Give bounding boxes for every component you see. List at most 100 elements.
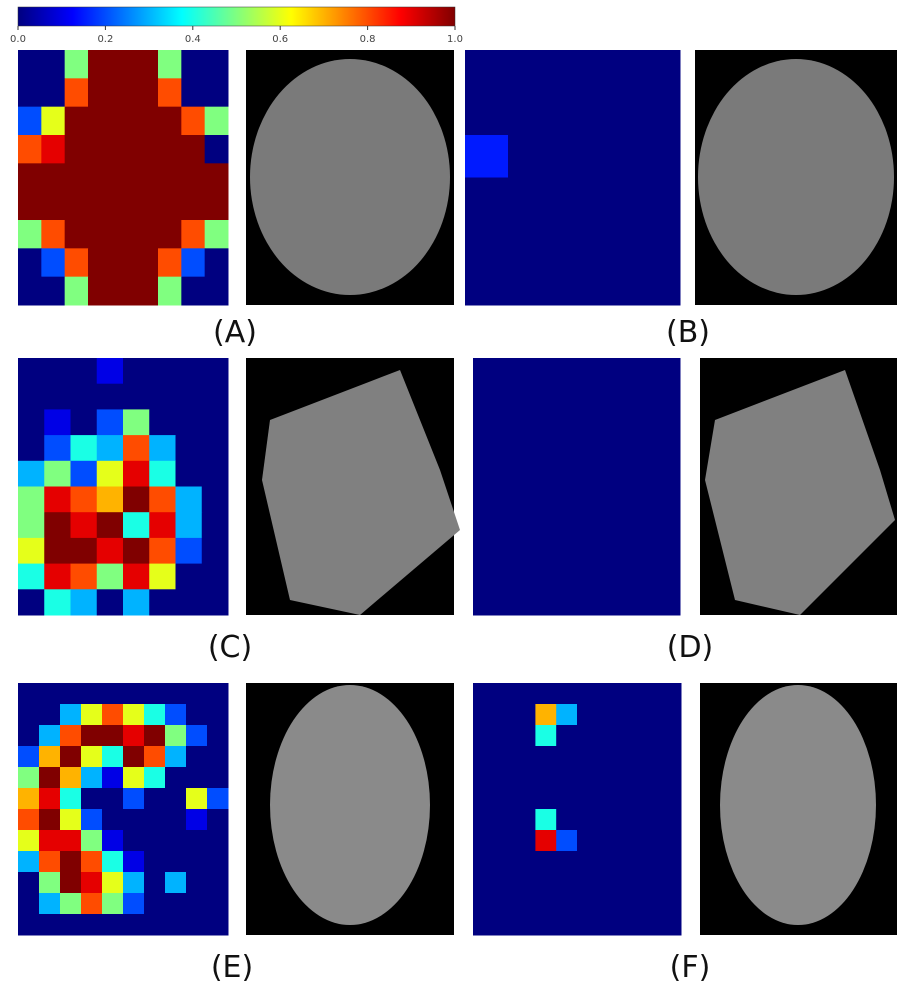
heatmap-cell <box>81 767 103 789</box>
heatmap-cell <box>123 767 145 789</box>
colorbar-tick-label: 0.0 <box>10 34 26 45</box>
heatmap-cell <box>123 538 150 564</box>
heatmap-cell <box>165 893 187 915</box>
heatmap-cell <box>207 893 229 915</box>
heatmap-cell <box>594 178 638 221</box>
heatmap-cell <box>144 767 166 789</box>
heatmap-cell <box>111 277 135 306</box>
heatmap-cell <box>594 93 638 136</box>
heatmap-cell <box>65 163 89 192</box>
heatmap-cell <box>515 914 536 936</box>
heatmap-cell <box>18 704 40 726</box>
heatmap-cell <box>551 220 595 263</box>
heatmap-cell <box>18 220 42 249</box>
heatmap-cell <box>494 704 515 726</box>
heatmap-cell <box>81 851 103 873</box>
heatmap-cell <box>165 767 187 789</box>
heatmap-cell <box>535 767 556 789</box>
heatmap-cell <box>158 192 182 221</box>
heatmap-cell <box>186 704 208 726</box>
heatmap-cell <box>123 384 150 410</box>
heatmap-cell <box>81 788 103 810</box>
heatmap-cell <box>102 893 124 915</box>
heatmap-cell <box>181 50 205 79</box>
heatmap-cell <box>598 788 619 810</box>
heatmap-cell <box>181 107 205 136</box>
colorbar-tick-label: 1.0 <box>447 34 463 45</box>
heatmap-cell <box>97 589 124 615</box>
heatmap-cell <box>639 893 660 915</box>
heatmap-cell <box>97 487 124 513</box>
heatmap-cell <box>60 809 82 831</box>
heatmap-cell <box>660 872 681 894</box>
heatmap-cell <box>598 851 619 873</box>
heatmap-cell <box>71 538 98 564</box>
heatmap-cell <box>660 914 681 936</box>
heatmap-cell <box>473 830 494 852</box>
heatmap-cell <box>176 409 203 435</box>
heatmap-cell <box>176 538 203 564</box>
heatmap-cell <box>102 809 124 831</box>
heatmap-cell <box>660 830 681 852</box>
heatmap-cell <box>18 135 42 164</box>
heatmap-cell <box>111 220 135 249</box>
heatmap-cell <box>577 788 598 810</box>
heatmap-cell <box>71 487 98 513</box>
heatmap-cell <box>18 487 45 513</box>
heatmap-cell <box>71 589 98 615</box>
heatmap-cell <box>207 872 229 894</box>
heatmap-cell <box>205 107 229 136</box>
heatmap-cell <box>494 767 515 789</box>
heatmap-cell <box>660 746 681 768</box>
heatmap-cell <box>181 192 205 221</box>
heatmap-cell <box>111 248 135 277</box>
heatmap-cell <box>44 538 71 564</box>
heatmap-cell <box>639 725 660 747</box>
heatmap-cell <box>556 704 577 726</box>
heatmap-cell <box>149 409 176 435</box>
heatmap-cell <box>619 809 640 831</box>
heatmap-cell <box>619 914 640 936</box>
heatmap-cell <box>60 704 82 726</box>
heatmap-cell <box>619 683 640 705</box>
heatmap-cell <box>556 872 577 894</box>
heatmap-cell <box>186 809 208 831</box>
heatmap-cell <box>44 564 71 590</box>
heatmap-cell <box>60 872 82 894</box>
heatmap-cell <box>556 893 577 915</box>
heatmap-cell <box>515 872 536 894</box>
heatmap-cell <box>123 461 150 487</box>
heatmap-cell <box>158 277 182 306</box>
colorbar <box>18 7 455 26</box>
heatmap-cell <box>135 192 159 221</box>
heatmap-cell <box>619 851 640 873</box>
heatmap-cell <box>637 178 681 221</box>
heatmap-cell <box>158 135 182 164</box>
heatmap-cell <box>186 914 208 936</box>
heatmap-cell <box>176 358 203 384</box>
heatmap-cell <box>18 512 45 538</box>
heatmap-cell <box>535 788 556 810</box>
heatmap-cell <box>598 683 619 705</box>
heatmap-cell <box>556 788 577 810</box>
heatmap-cell <box>473 746 494 768</box>
heatmap-cell <box>577 704 598 726</box>
heatmap-cell <box>165 704 187 726</box>
heatmap-cell <box>81 725 103 747</box>
heatmap-cell <box>551 135 595 178</box>
heatmap-cell <box>535 746 556 768</box>
heatmap-cell <box>207 788 229 810</box>
heatmap-cell <box>473 683 494 705</box>
panel-label: (C) <box>208 630 252 665</box>
heatmap-cell <box>135 277 159 306</box>
heatmap-cell <box>207 914 229 936</box>
heatmap-cell <box>123 725 145 747</box>
heatmap-cell <box>135 78 159 107</box>
heatmap-cell <box>18 50 42 79</box>
heatmap-cell <box>176 384 203 410</box>
heatmap-cell <box>660 851 681 873</box>
heatmap-cell <box>473 914 494 936</box>
heatmap-cell <box>44 461 71 487</box>
heatmap-cell <box>18 872 40 894</box>
heatmap-cell <box>71 461 98 487</box>
